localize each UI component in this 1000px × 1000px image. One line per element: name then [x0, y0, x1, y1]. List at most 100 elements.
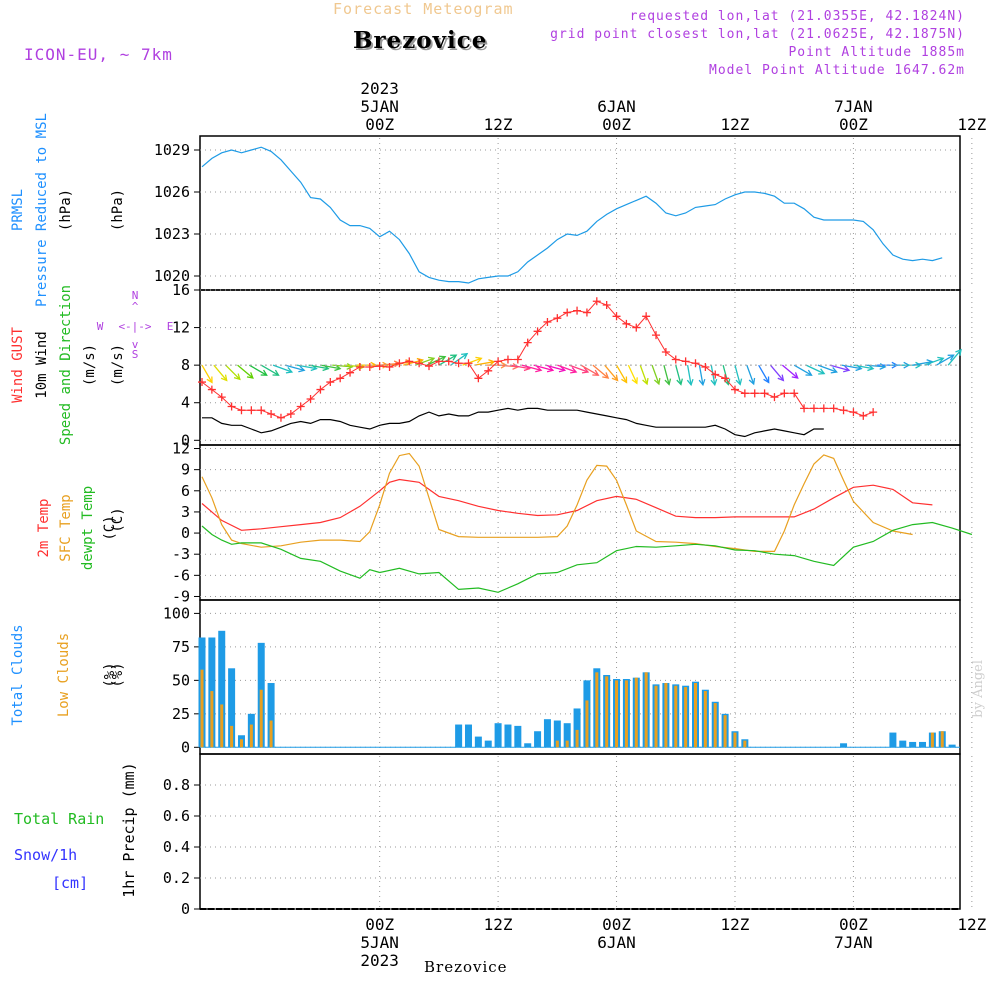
wind-arrow: [817, 364, 838, 374]
footer-location: Brezovice: [424, 958, 508, 976]
compass-up: ^: [132, 300, 139, 313]
wind-arrow: [592, 364, 610, 379]
wind-arrow-head: [475, 356, 483, 364]
wind-arrow-head: [461, 352, 469, 360]
gust-marker: [247, 406, 256, 415]
unit-temp: (C): [110, 507, 126, 532]
bar-total-clouds: [504, 724, 512, 748]
chart-title: Forecast Meteogram: [333, 0, 514, 18]
y-tick-label: 0.2: [163, 869, 190, 887]
wind-arrow-head: [427, 356, 436, 364]
gust-marker: [849, 408, 858, 417]
bar-low-clouds: [259, 689, 263, 748]
wind-arrow-shaft: [793, 364, 812, 376]
precip-axis-label: 1hr Precip (mm): [120, 762, 138, 897]
compass-s: S: [132, 348, 139, 361]
wind-arrow: [698, 365, 706, 387]
gust-marker: [740, 389, 749, 398]
gust-marker: [296, 402, 305, 411]
gust-marker: [346, 368, 355, 377]
bar-low-clouds: [269, 720, 273, 748]
bar-total-clouds: [494, 723, 502, 748]
gust-marker: [563, 308, 572, 317]
wind-arrow-shaft: [865, 364, 886, 368]
time-label-top: 00Z: [602, 115, 631, 134]
y-tick-label: 3: [181, 503, 190, 521]
bar-low-clouds: [230, 725, 234, 748]
wind-arrow: [284, 364, 306, 373]
wind-arrow-shaft: [651, 364, 660, 385]
bar-total-clouds: [840, 743, 848, 748]
wind-arrow: [947, 348, 962, 366]
time-label-bottom: 5JAN: [360, 933, 399, 952]
bar-low-clouds: [930, 732, 934, 748]
gust-marker: [434, 357, 443, 366]
panel-frame-3: [199, 444, 961, 601]
time-label-bottom: 12Z: [957, 915, 986, 934]
wind-arrow-shaft: [639, 364, 648, 385]
bar-total-clouds: [899, 740, 907, 748]
time-label-bottom: 12Z: [721, 915, 750, 934]
series-dewpt-temp: [201, 521, 973, 593]
side-label-temp: (C): [102, 515, 118, 540]
wind-arrow-shaft: [521, 364, 542, 371]
wind-arrow-head: [676, 378, 683, 386]
time-label-bottom: 00Z: [602, 915, 631, 934]
wind-arrow-shaft: [936, 354, 954, 366]
gust-marker: [198, 378, 206, 387]
time-label-bottom: 00Z: [365, 915, 394, 934]
wind-arrow: [545, 364, 567, 373]
bar-low-clouds: [575, 729, 579, 748]
wind-arrow-head: [621, 376, 628, 384]
gust-marker: [276, 413, 285, 422]
time-label-bottom: 7JAN: [834, 933, 873, 952]
y-tick-label: 25: [172, 705, 190, 723]
gust-marker: [365, 363, 374, 372]
wind-arrow-shaft: [237, 364, 254, 379]
location-title: Brezovice: [353, 27, 488, 54]
time-label-top: 12Z: [484, 115, 513, 134]
bar-total-clouds: [474, 736, 482, 748]
wind-arrow: [651, 364, 661, 386]
wind-arrow: [663, 364, 672, 386]
time-label-bottom: 00Z: [839, 915, 868, 934]
wind-arrow-shaft: [746, 364, 755, 385]
gust-marker: [494, 357, 503, 366]
unit-pressure: (hPa): [110, 189, 126, 231]
gust-marker: [809, 404, 818, 413]
gust-marker: [533, 327, 542, 336]
wind-arrow-head: [285, 367, 294, 374]
gust-marker: [306, 394, 315, 403]
wind-arrow-head: [439, 355, 447, 362]
y-tick-label: -9: [172, 587, 190, 605]
time-label-top: 12Z: [721, 115, 750, 134]
side-label-wind: Speed and Direction: [58, 285, 74, 445]
wind-arrow-shaft: [509, 364, 530, 370]
model-altitude: Model Point Altitude 1647.62m: [709, 63, 965, 78]
gust-marker: [790, 389, 799, 398]
y-tick-label: 6: [181, 482, 190, 500]
wind-arrow-head: [535, 365, 543, 373]
bar-total-clouds: [484, 740, 492, 748]
time-label-top: 2023: [360, 79, 399, 98]
gust-marker: [336, 374, 345, 383]
bar-low-clouds: [605, 676, 609, 748]
wind-arrow-head: [698, 378, 706, 387]
bar-low-clouds: [644, 672, 648, 748]
wind-arrow-shaft: [545, 364, 565, 371]
wind-arrow: [272, 364, 294, 374]
y-tick-label: 75: [172, 638, 190, 656]
wind-arrow-head: [710, 378, 718, 387]
wind-arrow-head: [382, 361, 390, 369]
side-label-pressure: PRMSL: [10, 189, 26, 231]
bar-low-clouds: [694, 683, 697, 748]
wind-arrow-shaft: [675, 364, 682, 385]
side-label-wind: Wind GUST: [10, 327, 26, 403]
wind-arrow-shaft: [438, 354, 457, 366]
wind-arrow: [829, 364, 851, 373]
wind-arrow: [805, 364, 826, 375]
wind-arrow-shaft: [781, 364, 799, 379]
wind-arrow-head: [246, 372, 254, 379]
wind-arrow-head: [763, 376, 770, 384]
